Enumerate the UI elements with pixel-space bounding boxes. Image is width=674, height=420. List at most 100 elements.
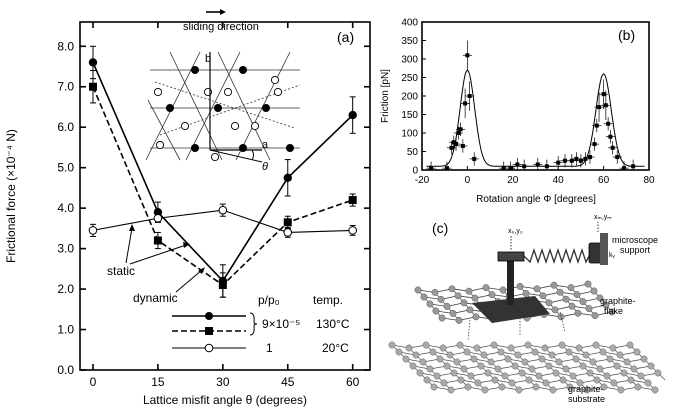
panel-a-frame [79,21,371,371]
lattice-atom-filled [239,66,247,74]
panel-b-y-tick-label: 0 [412,166,418,177]
panel-a-series-1-line [92,86,353,287]
panel-b-data-point [544,164,549,169]
substrate-atom [419,358,427,366]
panel-b-x-tick-label: 0 [465,175,471,186]
substrate-atom [630,365,638,373]
lattice-axis-rotated [209,149,263,163]
label-x0-y0: x₀,y₀ [508,228,523,235]
panel-b-data-point [569,158,574,163]
lattice-atom-open [180,121,190,131]
substrate-atom [388,341,396,349]
legend-temp-1: 130°C [316,317,350,331]
substrate-atom [457,376,465,384]
lattice-atom-open [210,152,220,162]
substrate-atom [467,372,475,380]
static-pointer-2 [129,244,187,265]
substrate-atom [436,355,444,363]
flake-atom [482,284,490,292]
flake-atom [455,316,463,324]
substrate-atom [484,369,492,377]
substrate-atom [589,358,597,366]
lattice-atom-open [270,75,280,85]
panel-a-x-tick-label: 30 [216,375,230,389]
panel-b-data-point [601,92,606,97]
panel-a-y-tick-label: 4.0 [57,201,74,215]
panel-b-data-point [597,105,602,110]
flake-atom [533,285,541,293]
substrate-atom [525,376,533,384]
label-substrate-1: graphite- [568,384,604,394]
substrate-atom [545,362,553,370]
substrate-atom [515,386,523,394]
substrate-atom [552,369,560,377]
panel-b-data-point [465,53,470,58]
static-pointer-1 [125,227,133,264]
panel-a-label: (a) [337,29,354,45]
legend-ratio-2: 1 [266,341,273,355]
flake-atom [608,308,616,316]
substrate-atom [565,348,573,356]
substrate-atom [514,351,522,359]
panel-b-data-point [608,134,613,139]
substrate-atom [416,369,424,377]
legend-header-ratio: p/p₀ [258,293,280,307]
substrate-atom [542,379,550,387]
substrate-atom [576,379,584,387]
flake-substrate-link [559,311,566,333]
flake-atom [551,306,559,314]
panel-b-data-point [522,164,527,169]
substrate-atom [430,383,438,391]
flake-atom [596,294,604,302]
panel-b-data-point [460,143,465,148]
substrate-atom [477,362,485,370]
flake-atom [431,288,439,296]
substrate-atom [535,372,543,380]
substrate-atom [412,351,420,359]
panel-b-y-tick-label: 250 [401,73,418,84]
substrate-atom [644,379,652,387]
panel-b-data-point [631,164,636,169]
panel-b-y-tick-label: 350 [401,36,418,47]
panel-b-data-point [622,166,627,171]
panel-b-y-axis-label: Friction [pN] [380,69,391,123]
panel-a-point-open-circle [348,226,357,235]
microscope-support-arm [600,233,608,265]
flake-atom [499,286,507,294]
static-arrowhead-1-icon [129,224,135,231]
substrate-atom [555,358,563,366]
substrate-atom [647,362,655,370]
substrate-atom [609,344,617,352]
panel-b-x-tick-label: 60 [598,175,610,186]
panel-b-data-point [501,166,506,171]
panel-a-point-filled-square [283,218,292,227]
substrate-atom [575,344,583,352]
panel-b-data-point [508,166,513,171]
substrate-atom [460,365,468,373]
substrate-atom [470,355,478,363]
substrate-atom [494,365,502,373]
panel-b-data-point [563,158,568,163]
substrate-atom [422,341,430,349]
substrate-atom [504,355,512,363]
panel-b-data-point [583,156,588,161]
panel-a-legend: p/p₀ temp. 9×10⁻⁵ 130°C 1 20°C [172,293,350,355]
panel-b-data-point [458,127,463,132]
substrate-atom [582,351,590,359]
panel-b-data-point [472,156,477,161]
label-flake-2: flake [604,306,623,316]
panel-b-data-point [578,158,583,163]
substrate-atom [532,383,540,391]
substrate-atom [586,369,594,377]
panel-a-x-axis-label: Lattice misfit angle θ (degrees) [143,393,307,407]
panel-a-series-0-line [92,62,354,283]
lattice-atom-filled [262,104,270,112]
substrate-atom [562,365,570,373]
panel-b-y-tick-label: 50 [407,147,419,158]
lattice-atom-open [155,140,165,150]
panel-b-data-point [444,166,449,171]
panel-b-label: (b) [618,27,635,43]
substrate-atom [600,383,608,391]
panel-a-y-tick-label: 5.0 [57,161,74,175]
substrate-atom [596,365,604,373]
